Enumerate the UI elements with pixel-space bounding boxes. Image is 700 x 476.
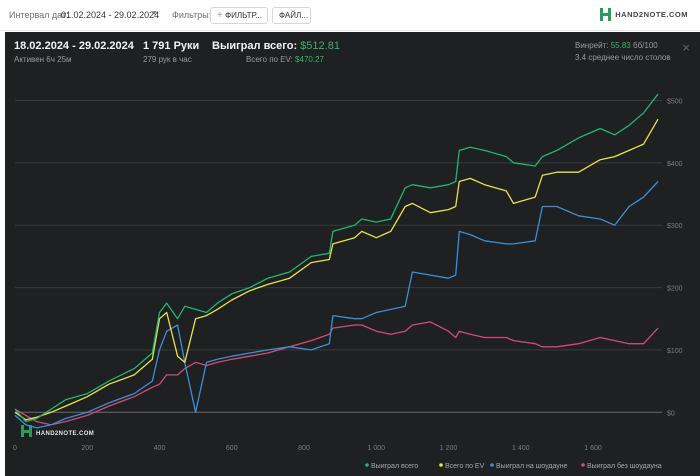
- interval-label: Интервал дат:: [9, 10, 69, 20]
- series-line-0: [14, 93, 659, 423]
- legend-marker: [439, 463, 443, 467]
- winrate-label: Винрейт:: [575, 41, 609, 50]
- period: 18.02.2024 - 29.02.2024: [14, 40, 134, 52]
- file-button-label: ФАЙЛ...: [279, 11, 308, 20]
- filter-button[interactable]: + ФИЛЬТР...: [210, 7, 268, 24]
- hand2note-logo-icon: [600, 8, 612, 21]
- close-icon[interactable]: ×: [682, 40, 690, 55]
- y-tick-label: $400: [667, 161, 683, 168]
- series-line-3: [14, 321, 659, 426]
- series-line-2: [14, 181, 659, 429]
- ev-label: Всего по EV:: [246, 55, 293, 64]
- legend-marker: [581, 463, 585, 467]
- filter-button-label: ФИЛЬТР...: [225, 11, 262, 20]
- avg-tables: 3.4 среднее число столов: [575, 53, 671, 62]
- date-range-select[interactable]: 01.02.2024 - 29.02.2024: [61, 10, 160, 20]
- won-label: Выиграл всего:: [212, 40, 298, 52]
- hands-rate: 279 рук в час: [143, 55, 192, 64]
- won-total: Выиграл всего: $512.81: [212, 40, 340, 52]
- watermark-text: HAND2NOTE.COM: [36, 431, 94, 437]
- hands-count: 1 791 Руки: [143, 40, 200, 52]
- legend-marker: [490, 463, 494, 467]
- x-tick-label: 1 400: [512, 445, 530, 452]
- legend-label: Всего по EV: [445, 463, 485, 470]
- x-tick-label: 200: [81, 445, 93, 452]
- x-tick-label: 400: [154, 445, 166, 452]
- winrate-value: 55.83: [610, 41, 631, 50]
- winrate-suffix: бб/100: [632, 41, 658, 50]
- x-tick-label: 1 000: [367, 445, 385, 452]
- filters-label: Фильтры:: [172, 10, 212, 20]
- y-tick-label: $100: [667, 348, 683, 355]
- x-tick-label: 1 600: [584, 445, 602, 452]
- active-time: Активен 6ч 25м: [14, 55, 72, 64]
- filter-toolbar: Интервал дат: 01.02.2024 - 29.02.2024 ▼ …: [0, 0, 700, 31]
- ev-value: $470.27: [295, 55, 324, 64]
- y-tick-label: $200: [667, 286, 683, 293]
- y-tick-label: $500: [667, 98, 683, 105]
- plus-icon: +: [217, 10, 223, 21]
- hand2note-logo-text: HAND2NOTE.COM: [615, 10, 688, 19]
- file-button[interactable]: ФАЙЛ...: [272, 7, 311, 24]
- x-tick-label: 600: [226, 445, 238, 452]
- ev-total: Всего по EV: $470.27: [246, 55, 324, 64]
- legend-label: Выиграл без шоудауна: [587, 462, 662, 470]
- watermark-logo-icon: [24, 430, 29, 433]
- x-tick-label: 0: [13, 445, 17, 452]
- y-tick-label: $0: [667, 410, 675, 417]
- y-tick-label: $300: [667, 223, 683, 230]
- legend-marker: [365, 463, 369, 467]
- chevron-down-icon[interactable]: ▼: [151, 10, 158, 17]
- series-line-1: [14, 118, 659, 421]
- hand2note-logo: HAND2NOTE.COM: [600, 8, 688, 21]
- x-tick-label: 1 200: [440, 445, 458, 452]
- graph-panel: 18.02.2024 - 29.02.2024 Активен 6ч 25м 1…: [5, 32, 700, 476]
- legend-label: Выиграл всего: [371, 463, 418, 470]
- won-value: $512.81: [300, 40, 340, 52]
- x-tick-label: 800: [298, 445, 310, 452]
- watermark-logo-icon: [29, 425, 32, 437]
- legend-label: Выиграл на шоудауне: [496, 463, 568, 470]
- profit-graph: $0 $100 $200 $300 $400 $500 0 200 400 600 800 1 000…: [13, 93, 683, 470]
- watermark-logo-icon: [21, 425, 24, 437]
- winrate: Винрейт: 55.83 бб/100: [575, 41, 658, 50]
